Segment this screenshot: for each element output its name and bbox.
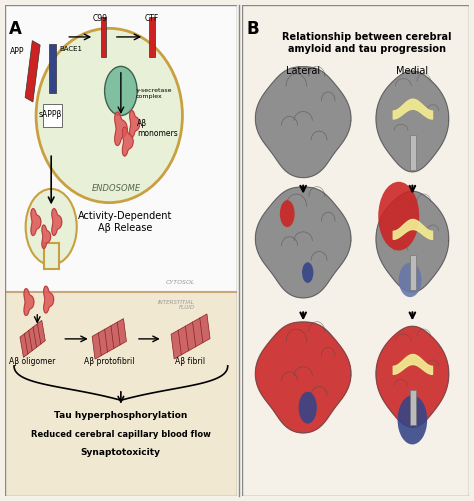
Text: Lateral: Lateral <box>286 67 320 76</box>
Polygon shape <box>255 187 351 298</box>
Text: CTF: CTF <box>145 14 159 23</box>
Ellipse shape <box>299 392 317 423</box>
Bar <box>149 18 155 57</box>
Polygon shape <box>376 326 449 427</box>
Text: C99: C99 <box>92 14 108 23</box>
Ellipse shape <box>105 67 137 116</box>
Text: sAPPβ: sAPPβ <box>38 110 62 119</box>
Polygon shape <box>44 286 54 313</box>
Ellipse shape <box>36 29 182 202</box>
Polygon shape <box>115 112 127 146</box>
Text: APP: APP <box>10 47 25 56</box>
Text: Aβ
monomers: Aβ monomers <box>137 119 178 138</box>
Polygon shape <box>31 208 41 235</box>
Bar <box>25 41 40 102</box>
Polygon shape <box>376 71 449 172</box>
Polygon shape <box>24 289 34 316</box>
Bar <box>410 390 416 425</box>
Text: INTERSTITIAL
FLUID: INTERSTITIAL FLUID <box>158 300 195 311</box>
Polygon shape <box>255 67 351 177</box>
Ellipse shape <box>398 395 427 444</box>
Ellipse shape <box>302 263 313 283</box>
Text: Tau hyperphosphorylation: Tau hyperphosphorylation <box>54 410 188 419</box>
Ellipse shape <box>26 189 77 265</box>
Ellipse shape <box>399 263 421 297</box>
Bar <box>20 320 46 357</box>
Bar <box>49 44 56 93</box>
Polygon shape <box>42 225 51 248</box>
Bar <box>410 256 416 291</box>
Bar <box>44 243 59 269</box>
Text: Aβ oligomer: Aβ oligomer <box>9 357 56 366</box>
Polygon shape <box>376 191 449 292</box>
Bar <box>100 18 106 57</box>
Ellipse shape <box>378 182 419 250</box>
Text: BACE1: BACE1 <box>59 46 82 52</box>
Text: Activity-Dependent
Aβ Release: Activity-Dependent Aβ Release <box>78 211 173 233</box>
Polygon shape <box>122 127 133 156</box>
Bar <box>5 292 237 496</box>
Text: B: B <box>246 20 259 38</box>
Text: Synaptotoxicity: Synaptotoxicity <box>81 448 161 457</box>
Text: A: A <box>9 20 22 38</box>
Polygon shape <box>255 322 351 433</box>
Text: Aβ protofibril: Aβ protofibril <box>84 357 135 366</box>
Text: γ-secretase
complex: γ-secretase complex <box>136 88 173 99</box>
Bar <box>43 104 62 127</box>
Text: ENDOSOME: ENDOSOME <box>91 184 141 193</box>
Ellipse shape <box>280 200 295 227</box>
Bar <box>410 135 416 170</box>
Text: Reduced cerebral capillary blood flow: Reduced cerebral capillary blood flow <box>31 430 211 439</box>
Text: Relationship between cerebral
amyloid and tau progression: Relationship between cerebral amyloid an… <box>282 32 452 54</box>
Bar <box>171 314 210 359</box>
Polygon shape <box>52 208 62 235</box>
Text: Medial: Medial <box>396 67 428 76</box>
Text: CYTOSOL: CYTOSOL <box>166 280 195 285</box>
Bar <box>92 319 127 359</box>
Polygon shape <box>130 110 140 137</box>
Text: Aβ fibril: Aβ fibril <box>175 357 206 366</box>
Bar <box>5 5 237 292</box>
